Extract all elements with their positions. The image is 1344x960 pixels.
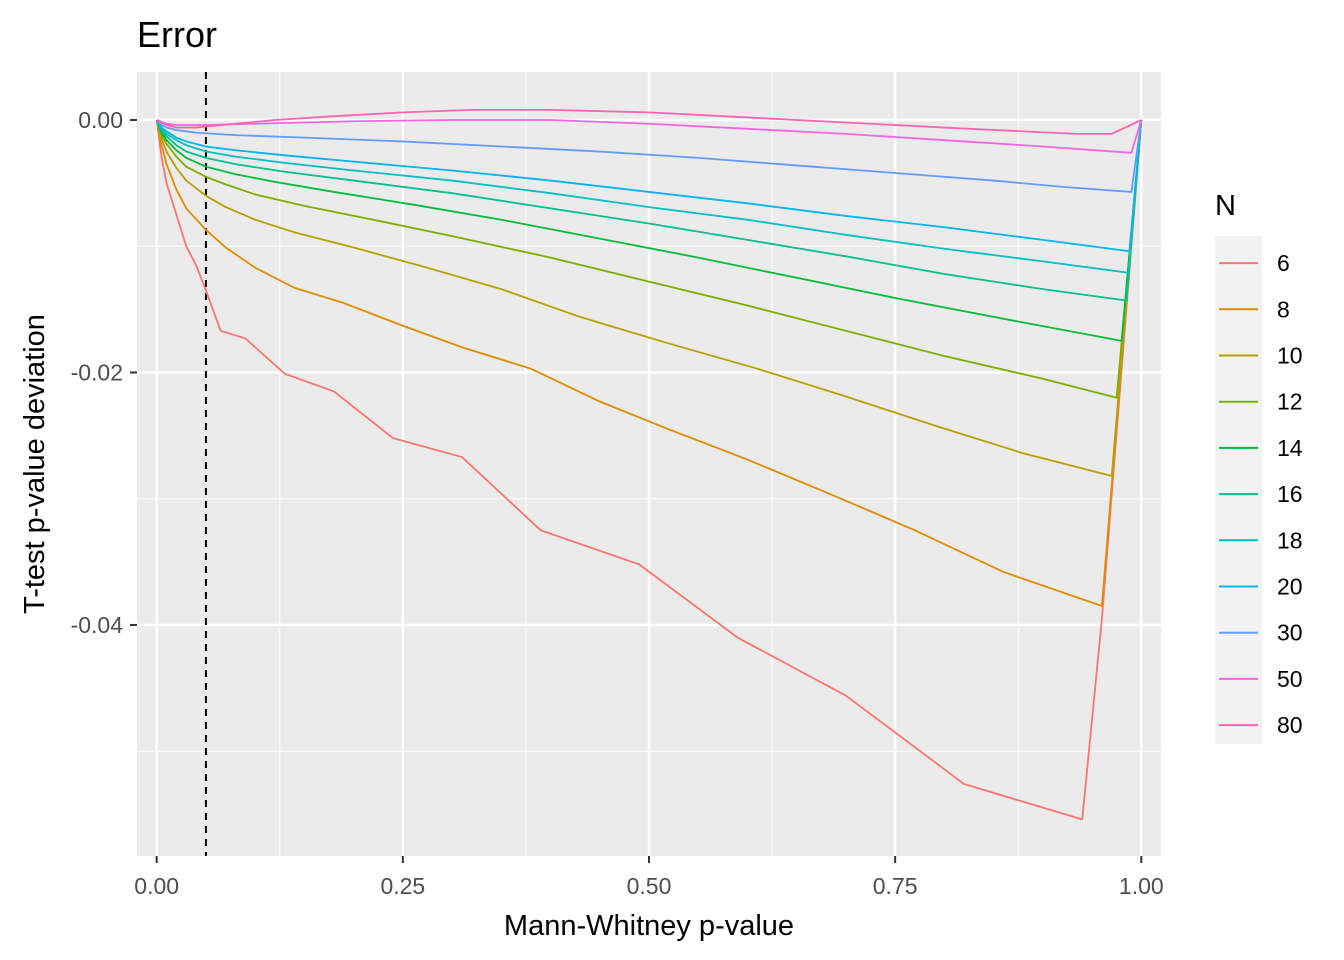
series-line-n6 bbox=[155, 119, 1143, 821]
legend-label-n50: 50 bbox=[1277, 666, 1303, 692]
series-line-n18 bbox=[155, 119, 1143, 274]
legend-label-n80: 80 bbox=[1277, 712, 1303, 738]
x-tick-label: 1.00 bbox=[1119, 873, 1164, 899]
legend-label-n16: 16 bbox=[1277, 481, 1303, 507]
y-axis-title: T-test p-value deviation bbox=[19, 314, 51, 614]
series-line-n80 bbox=[156, 108, 1142, 135]
chart-title: Error bbox=[137, 14, 217, 55]
x-tick-label: 0.00 bbox=[134, 873, 179, 899]
series-line-n30 bbox=[156, 119, 1143, 193]
legend-label-n30: 30 bbox=[1277, 620, 1303, 646]
legend-label-n12: 12 bbox=[1277, 389, 1303, 415]
x-axis-title: Mann-Whitney p-value bbox=[504, 910, 794, 942]
series-line-n10 bbox=[155, 119, 1143, 477]
series-line-n20 bbox=[155, 119, 1143, 253]
x-tick-label: 0.25 bbox=[380, 873, 425, 899]
legend-label-n6: 6 bbox=[1277, 250, 1290, 276]
y-axis: 0.00 -0.02 -0.04 bbox=[71, 107, 137, 638]
legend: N 6 8 10 12 14 16 18 20 30 50 80 bbox=[1215, 190, 1303, 744]
series-line-n12 bbox=[155, 119, 1143, 399]
y-tick-label: 0.00 bbox=[78, 107, 123, 133]
x-axis: 0.00 0.25 0.50 0.75 1.00 bbox=[134, 856, 1164, 899]
series-lines bbox=[155, 108, 1143, 821]
legend-label-n18: 18 bbox=[1277, 527, 1303, 553]
legend-label-n14: 14 bbox=[1277, 435, 1303, 461]
legend-title: N bbox=[1215, 190, 1236, 222]
series-line-n16 bbox=[155, 119, 1143, 302]
series-line-n50 bbox=[156, 119, 1143, 154]
x-tick-label: 0.50 bbox=[627, 873, 672, 899]
legend-label-n20: 20 bbox=[1277, 574, 1303, 600]
legend-label-n10: 10 bbox=[1277, 343, 1303, 369]
legend-key-background bbox=[1215, 236, 1262, 744]
legend-label-n8: 8 bbox=[1277, 296, 1290, 322]
x-tick-label: 0.75 bbox=[873, 873, 918, 899]
series-line-n14 bbox=[155, 119, 1143, 342]
y-tick-label: -0.02 bbox=[71, 359, 123, 385]
legend-items: 6 8 10 12 14 16 18 20 30 50 80 bbox=[1219, 250, 1303, 738]
y-tick-label: -0.04 bbox=[71, 612, 124, 638]
series-line-n8 bbox=[155, 119, 1143, 607]
